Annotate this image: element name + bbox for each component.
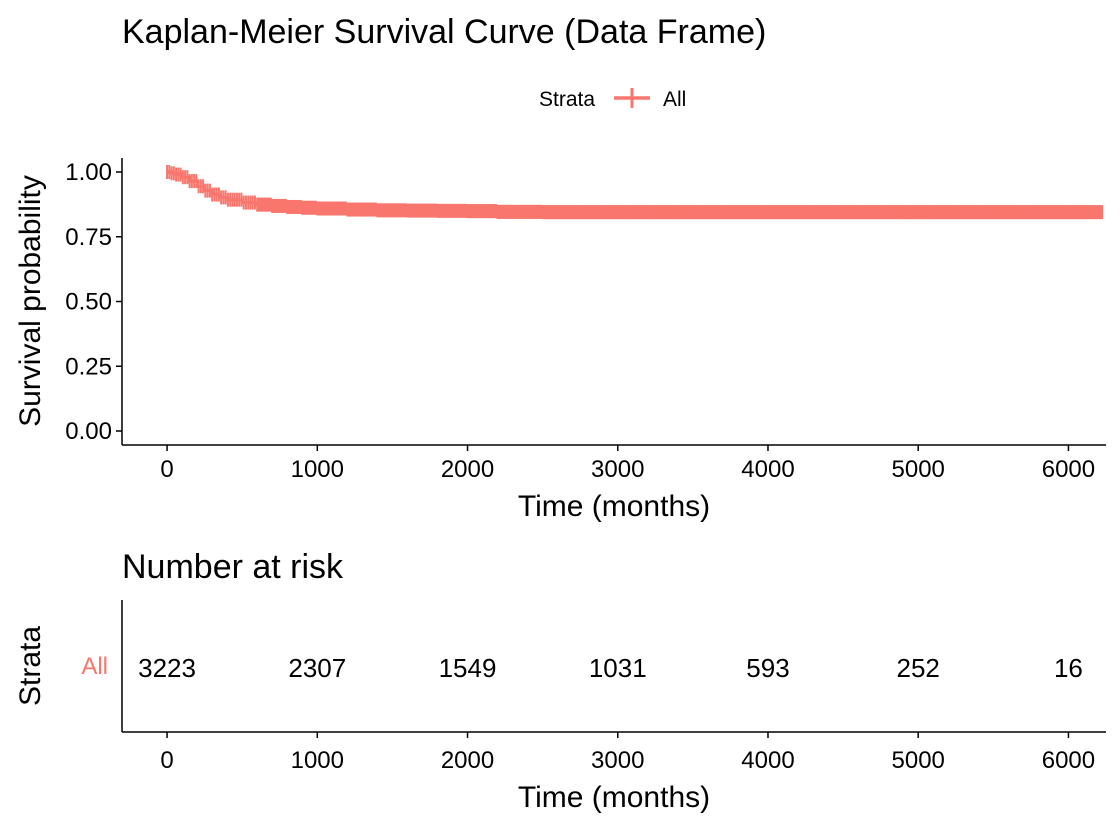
risk-count: 1549 (439, 653, 497, 683)
risk-count: 593 (746, 653, 789, 683)
x-axis-title: Time (months) (518, 490, 710, 523)
risk-x-tick-label: 6000 (1042, 747, 1095, 774)
risk-x-tick-label: 5000 (892, 747, 945, 774)
x-tick-label: 0 (160, 456, 173, 483)
y-tick-label: 0.00 (65, 418, 112, 445)
risk-x-axis-title: Time (months) (518, 781, 710, 814)
risk-x-tick-label: 2000 (441, 747, 494, 774)
legend: Strata All (539, 88, 686, 111)
legend-label-all: All (663, 88, 686, 111)
risk-x-tick-label: 3000 (591, 747, 644, 774)
risk-x-tick-label: 1000 (291, 747, 344, 774)
x-tick-label: 2000 (441, 456, 494, 483)
risk-count: 3223 (138, 653, 196, 683)
risk-y-axis-title: Strata (14, 626, 47, 706)
x-tick-label: 4000 (741, 456, 794, 483)
survival-plot: 0.00 0.25 0.50 0.75 1.00 0 1000 2000 3000 4000 50… (14, 158, 1106, 523)
risk-row-label: All (81, 653, 108, 680)
y-tick-label: 0.75 (65, 224, 112, 251)
y-tick-label: 1.00 (65, 159, 112, 186)
risk-table: Number at risk 0 1000 2000 3000 4000 5000 6000… (14, 548, 1106, 814)
risk-x-tick-label: 0 (160, 747, 173, 774)
x-tick-label: 1000 (291, 456, 344, 483)
y-tick-label: 0.50 (65, 289, 112, 316)
risk-count: 1031 (589, 653, 647, 683)
censor-marks (166, 165, 1104, 220)
x-tick-label: 5000 (892, 456, 945, 483)
x-tick-label: 6000 (1042, 456, 1095, 483)
y-axis-title: Survival probability (14, 175, 47, 427)
risk-count: 252 (897, 653, 940, 683)
risk-x-tick-label: 4000 (741, 747, 794, 774)
y-tick-label: 0.25 (65, 353, 112, 380)
legend-key-all (614, 88, 650, 108)
risk-count: 2307 (288, 653, 346, 683)
risk-table-title: Number at risk (122, 548, 344, 586)
risk-count: 16 (1054, 653, 1083, 683)
chart-title: Kaplan-Meier Survival Curve (Data Frame) (122, 13, 766, 51)
x-tick-label: 3000 (591, 456, 644, 483)
legend-title: Strata (539, 88, 595, 111)
